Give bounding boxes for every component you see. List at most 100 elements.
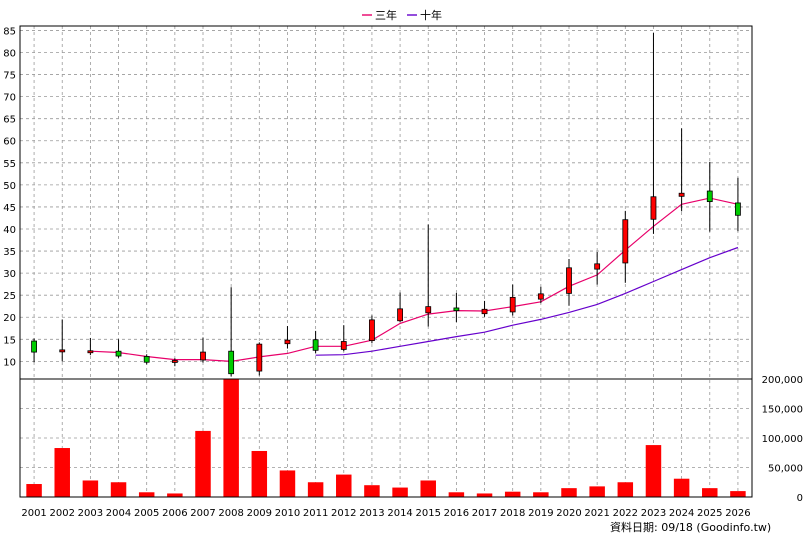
price-tick-label: 85: [3, 26, 16, 37]
volume-bar: [167, 493, 183, 497]
price-tick-label: 60: [3, 137, 16, 148]
volume-bar: [54, 448, 70, 497]
candle-body: [87, 350, 94, 354]
year-tick-label: 2020: [556, 508, 581, 519]
candle-body: [284, 339, 291, 345]
year-tick-label: 2014: [387, 508, 412, 519]
price-tick-label: 45: [3, 203, 16, 214]
volume-bar: [561, 488, 577, 497]
candle-body: [171, 360, 178, 363]
year-tick-label: 2023: [641, 508, 666, 519]
year-tick-label: 2008: [218, 508, 243, 519]
volume-bar: [82, 480, 99, 497]
candle-body: [228, 350, 235, 375]
year-tick-label: 2015: [416, 508, 441, 519]
candle-body: [59, 349, 66, 353]
volume-bar: [730, 491, 746, 497]
price-tick-label: 35: [3, 247, 16, 258]
candle-body: [706, 190, 713, 203]
volume-bar: [533, 492, 549, 497]
volume-bar: [307, 482, 324, 497]
candle-body: [622, 219, 629, 264]
candle-body: [115, 350, 122, 357]
year-tick-label: 2007: [190, 508, 215, 519]
plot-border: [19, 25, 753, 498]
ma3-line: [90, 197, 739, 363]
year-tick-label: 2022: [613, 508, 638, 519]
grid: [20, 26, 752, 498]
price-tick-label: 65: [3, 115, 16, 126]
volume-tick-label: 100,000: [762, 434, 803, 445]
axes: 10152025303540455055606570758085050,0001…: [3, 25, 803, 519]
year-tick-label: 2026: [725, 508, 750, 519]
candle-body: [537, 293, 544, 300]
volume-bar: [223, 379, 239, 497]
price-tick-label: 30: [3, 269, 16, 280]
volume-bar: [645, 445, 662, 497]
year-tick-label: 2005: [134, 508, 159, 519]
candle-body: [369, 319, 375, 342]
candle-body: [397, 308, 403, 322]
year-tick-label: 2018: [500, 508, 525, 519]
legend-ma10-label: 十年: [420, 8, 442, 22]
price-tick-label: 25: [3, 291, 16, 302]
candle-body: [200, 351, 206, 361]
candle-body: [312, 339, 319, 351]
volume-bar: [589, 486, 605, 497]
volume-bar: [448, 492, 465, 497]
year-tick-label: 2010: [275, 508, 300, 519]
volume-bar: [26, 484, 42, 497]
year-tick-label: 2016: [444, 508, 469, 519]
price-tick-label: 55: [3, 159, 16, 170]
volume-bar: [504, 491, 521, 497]
volume-bar: [110, 482, 127, 497]
price-tick-label: 20: [3, 313, 16, 324]
year-tick-label: 2013: [359, 508, 384, 519]
candlesticks: [31, 33, 741, 377]
candle-body: [509, 296, 516, 313]
candle-body: [453, 307, 460, 312]
price-tick-label: 50: [3, 181, 16, 192]
volume-tick-label: 200,000: [762, 375, 803, 386]
data-date-footer: 資料日期: 09/18 (Goodinfo.tw): [610, 520, 771, 534]
volume-bar: [364, 485, 380, 497]
ma10-line: [315, 246, 739, 356]
volume-bar: [673, 478, 690, 497]
volume-bar: [336, 474, 352, 497]
volume-tick-label: 50,000: [768, 464, 803, 475]
volume-tick-label: 150,000: [762, 405, 803, 416]
volume-bars: [26, 379, 746, 497]
candle-body: [650, 196, 657, 220]
volume-bar: [702, 488, 718, 497]
volume-bar: [392, 487, 408, 497]
candle-body: [31, 340, 37, 353]
price-tick-label: 40: [3, 225, 16, 236]
volume-tick-label: 0: [797, 493, 803, 504]
price-tick-label: 75: [3, 71, 16, 82]
year-tick-label: 2021: [584, 508, 609, 519]
candle-body: [566, 267, 572, 294]
volume-bar: [195, 430, 211, 497]
volume-bar: [420, 480, 436, 497]
year-tick-label: 2017: [472, 508, 497, 519]
year-tick-label: 2006: [162, 508, 187, 519]
year-tick-label: 2011: [303, 508, 328, 519]
legend-ma3-label: 三年: [375, 8, 397, 22]
year-tick-label: 2003: [78, 508, 103, 519]
candle-body: [481, 308, 488, 315]
volume-bar: [617, 482, 634, 497]
candle-body: [256, 343, 263, 372]
candle-body: [735, 202, 741, 216]
moving-average-lines: [90, 197, 739, 363]
volume-bar: [476, 493, 493, 497]
price-tick-label: 15: [3, 335, 16, 346]
candle-body: [678, 192, 685, 197]
candle-body: [425, 306, 432, 314]
year-tick-label: 2012: [331, 508, 356, 519]
year-tick-label: 2019: [528, 508, 553, 519]
year-tick-label: 2025: [697, 508, 722, 519]
volume-bar: [251, 450, 268, 497]
volume-bar: [279, 470, 296, 497]
year-tick-label: 2004: [106, 508, 131, 519]
candle-body: [340, 341, 347, 350]
